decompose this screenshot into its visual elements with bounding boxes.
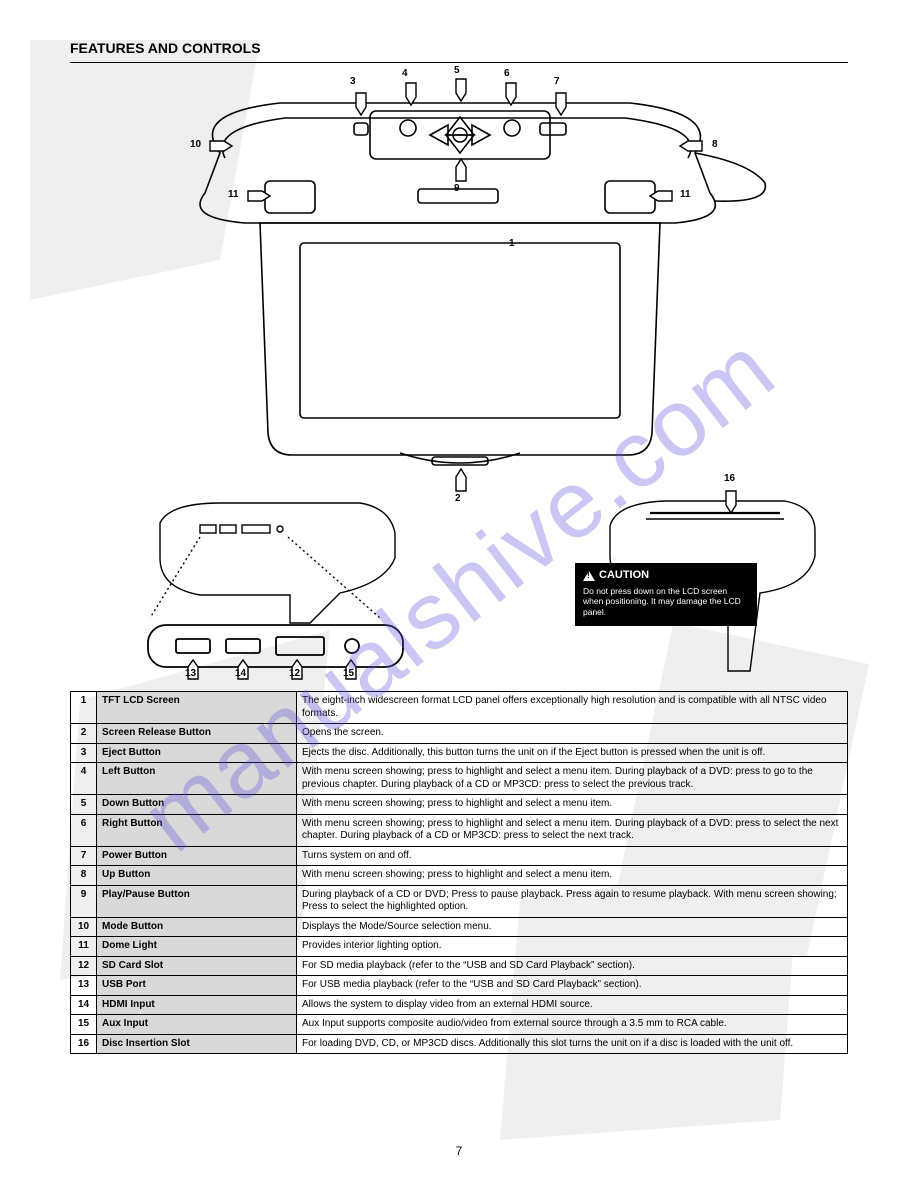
row-num: 2 [71, 724, 97, 744]
caution-title: CAUTION [599, 569, 649, 583]
row-name: Right Button [97, 814, 297, 846]
page-title: FEATURES AND CONTROLS [70, 40, 848, 63]
row-desc: For SD media playback (refer to the “USB… [297, 956, 848, 976]
table-row: 5Down ButtonWith menu screen showing; pr… [71, 795, 848, 815]
row-desc: Provides interior lighting option. [297, 937, 848, 957]
parts-table: 1TFT LCD ScreenThe eight-inch widescreen… [70, 691, 848, 1054]
row-num: 3 [71, 743, 97, 763]
table-row: 9Play/Pause ButtonDuring playback of a C… [71, 885, 848, 917]
callout-7: 7 [554, 76, 560, 87]
table-row: 14HDMI InputAllows the system to display… [71, 995, 848, 1015]
row-desc: The eight-inch widescreen format LCD pan… [297, 692, 848, 724]
row-desc: Allows the system to display video from … [297, 995, 848, 1015]
table-row: 1TFT LCD ScreenThe eight-inch widescreen… [71, 692, 848, 724]
row-desc: With menu screen showing; press to highl… [297, 866, 848, 886]
row-desc: For loading DVD, CD, or MP3CD discs. Add… [297, 1034, 848, 1054]
row-name: USB Port [97, 976, 297, 996]
warning-icon [583, 571, 595, 581]
row-desc: Opens the screen. [297, 724, 848, 744]
table-row: 11Dome LightProvides interior lighting o… [71, 937, 848, 957]
row-desc: Displays the Mode/Source selection menu. [297, 917, 848, 937]
row-desc: With menu screen showing; press to highl… [297, 763, 848, 795]
row-desc: With menu screen showing; press to highl… [297, 795, 848, 815]
callout-2: 2 [455, 493, 461, 504]
callout-11a: 11 [228, 189, 239, 200]
callout-9: 9 [454, 183, 460, 194]
row-desc: Ejects the disc. Additionally, this butt… [297, 743, 848, 763]
callout-3: 3 [350, 76, 356, 87]
callout-16: 16 [724, 473, 735, 484]
row-name: Screen Release Button [97, 724, 297, 744]
row-name: Power Button [97, 846, 297, 866]
callout-1: 1 [509, 238, 515, 249]
row-name: Eject Button [97, 743, 297, 763]
row-num: 13 [71, 976, 97, 996]
row-num: 8 [71, 866, 97, 886]
row-num: 14 [71, 995, 97, 1015]
table-row: 7Power ButtonTurns system on and off. [71, 846, 848, 866]
row-desc: Turns system on and off. [297, 846, 848, 866]
row-desc: With menu screen showing; press to highl… [297, 814, 848, 846]
callout-11b: 11 [680, 189, 691, 200]
row-name: Dome Light [97, 937, 297, 957]
table-row: 10Mode ButtonDisplays the Mode/Source se… [71, 917, 848, 937]
row-desc: Aux Input supports composite audio/video… [297, 1015, 848, 1035]
row-name: Aux Input [97, 1015, 297, 1035]
row-name: Down Button [97, 795, 297, 815]
table-row: 8Up ButtonWith menu screen showing; pres… [71, 866, 848, 886]
callout-12: 12 [289, 668, 300, 679]
row-num: 12 [71, 956, 97, 976]
row-name: Mode Button [97, 917, 297, 937]
callout-15: 15 [343, 668, 354, 679]
row-desc: For USB media playback (refer to the “US… [297, 976, 848, 996]
row-name: Left Button [97, 763, 297, 795]
row-num: 5 [71, 795, 97, 815]
row-num: 6 [71, 814, 97, 846]
table-row: 16Disc Insertion SlotFor loading DVD, CD… [71, 1034, 848, 1054]
table-row: 13USB PortFor USB media playback (refer … [71, 976, 848, 996]
callout-8: 8 [712, 139, 718, 150]
table-row: 2Screen Release ButtonOpens the screen. [71, 724, 848, 744]
row-name: Play/Pause Button [97, 885, 297, 917]
caution-body: Do not press down on the LCD screen when… [583, 586, 749, 618]
table-row: 15Aux InputAux Input supports composite … [71, 1015, 848, 1035]
row-num: 10 [71, 917, 97, 937]
callout-5: 5 [454, 65, 460, 76]
row-num: 4 [71, 763, 97, 795]
callout-14: 14 [235, 668, 246, 679]
callout-10: 10 [190, 139, 201, 150]
row-name: SD Card Slot [97, 956, 297, 976]
table-row: 12SD Card SlotFor SD media playback (ref… [71, 956, 848, 976]
row-name: HDMI Input [97, 995, 297, 1015]
row-name: TFT LCD Screen [97, 692, 297, 724]
callout-4: 4 [402, 68, 408, 79]
row-num: 11 [71, 937, 97, 957]
row-num: 15 [71, 1015, 97, 1035]
product-diagram: 3 4 5 6 7 8 9 10 11 11 1 2 16 13 14 12 1… [70, 73, 848, 683]
row-num: 7 [71, 846, 97, 866]
row-num: 16 [71, 1034, 97, 1054]
callout-6: 6 [504, 68, 510, 79]
row-desc: During playback of a CD or DVD; Press to… [297, 885, 848, 917]
row-num: 9 [71, 885, 97, 917]
page-number: 7 [0, 1144, 918, 1158]
row-name: Disc Insertion Slot [97, 1034, 297, 1054]
table-row: 4Left ButtonWith menu screen showing; pr… [71, 763, 848, 795]
callout-13: 13 [185, 668, 196, 679]
caution-box: CAUTION Do not press down on the LCD scr… [575, 563, 757, 626]
row-num: 1 [71, 692, 97, 724]
table-row: 6Right ButtonWith menu screen showing; p… [71, 814, 848, 846]
row-name: Up Button [97, 866, 297, 886]
table-row: 3Eject ButtonEjects the disc. Additional… [71, 743, 848, 763]
